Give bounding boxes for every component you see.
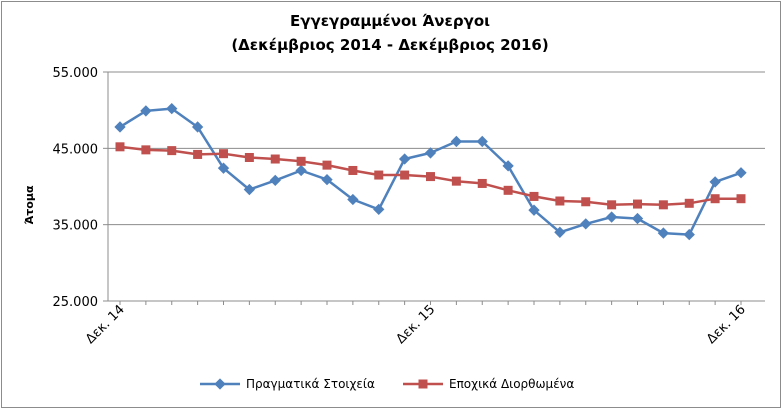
axes [107, 72, 765, 305]
chart-subtitle: (Δεκέμβριος 2014 - Δεκέμβριος 2016) [231, 36, 548, 54]
data-point [735, 167, 747, 179]
series-group [114, 102, 747, 241]
legend-label-actual: Πραγματικά Στοιχεία [246, 377, 375, 391]
legend-label-adjusted: Εποχικά Διορθωμένα [449, 377, 574, 391]
data-point [193, 149, 203, 159]
data-point [631, 212, 644, 225]
data-point [684, 198, 694, 208]
series-actual [114, 102, 747, 241]
data-point [270, 154, 280, 164]
series-adjusted [115, 142, 746, 210]
y-tick-label: 45.000 [53, 142, 99, 157]
y-tick-label: 25.000 [53, 295, 99, 310]
data-point [633, 199, 642, 209]
data-point [321, 173, 333, 186]
legend: Πραγματικά Στοιχεία Εποχικά Διορθωμένα [200, 377, 574, 391]
data-point [555, 196, 565, 206]
data-point [115, 142, 125, 152]
data-point [374, 170, 384, 180]
data-point [219, 149, 228, 159]
data-point [451, 176, 461, 186]
x-tick-label: Δεκ. 15 [394, 302, 439, 347]
y-tick-label: 35.000 [53, 219, 99, 234]
gridlines [103, 71, 765, 302]
data-point [710, 194, 720, 204]
data-point [554, 226, 566, 238]
legend-marker-adjusted [418, 379, 428, 389]
x-tick-labels: Δεκ. 14 Δεκ. 15 Δεκ. 16 [83, 302, 749, 347]
data-point [581, 197, 591, 207]
data-point [296, 156, 306, 166]
data-point [502, 160, 514, 172]
data-point [217, 162, 230, 174]
legend-item-adjusted: Εποχικά Διορθωμένα [403, 377, 574, 391]
data-point [373, 203, 385, 216]
data-point [244, 152, 254, 162]
data-point [167, 146, 177, 156]
data-point [736, 194, 746, 204]
data-point [605, 211, 618, 223]
data-point [477, 178, 487, 188]
data-point [243, 183, 256, 196]
data-point [348, 165, 358, 175]
data-point [400, 170, 410, 180]
data-point [114, 121, 126, 133]
legend-item-actual: Πραγματικά Στοιχεία [200, 377, 375, 391]
data-point [398, 153, 411, 165]
data-point [269, 174, 281, 187]
y-tick-labels: 25.000 35.000 45.000 55.000 [53, 66, 99, 310]
data-point [295, 164, 307, 177]
data-point [347, 193, 359, 206]
data-point [141, 145, 151, 155]
y-axis-label: Άτομα [23, 185, 36, 224]
data-point [450, 135, 463, 148]
series-line [119, 107, 742, 236]
y-tick-label: 55.000 [53, 66, 99, 81]
data-point [322, 160, 332, 170]
data-point [424, 147, 437, 159]
data-point [426, 172, 435, 182]
data-point [580, 218, 592, 230]
data-point [683, 228, 695, 241]
data-point [140, 105, 152, 117]
chart-title: Εγγεγραμμένοι Άνεργοι [290, 12, 490, 30]
data-point [607, 200, 617, 210]
data-point [476, 135, 488, 148]
legend-marker-actual [214, 378, 226, 390]
x-tick-label: Δεκ. 16 [704, 302, 749, 347]
data-point [709, 176, 721, 188]
data-point [657, 227, 670, 239]
data-point [528, 204, 540, 216]
data-point [529, 191, 539, 201]
data-point [503, 185, 513, 195]
data-point [658, 200, 668, 210]
